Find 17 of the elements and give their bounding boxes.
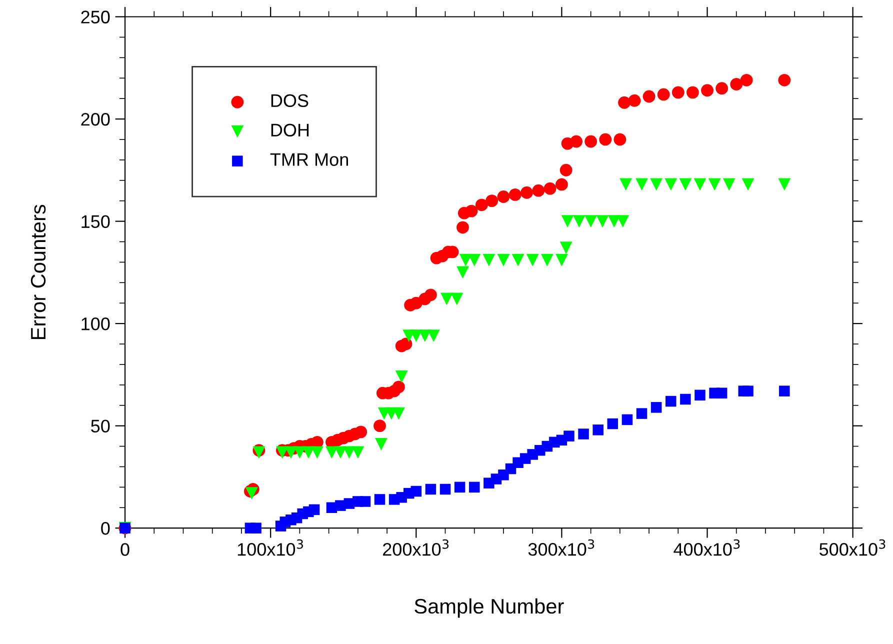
x-axis-title: Sample Number	[414, 598, 564, 618]
y-tick-label: 150	[82, 215, 110, 228]
y-tick-label: 200	[81, 112, 110, 126]
x-tick-label: 400x10$^{3}$	[674, 539, 740, 556]
x-tick-label: 200x10$^{3}$	[383, 539, 449, 556]
legend-label: DOS	[271, 94, 308, 108]
y-axis-title: Error Counters	[30, 204, 46, 340]
legend-label: DOH	[271, 124, 309, 136]
y-tick-label: 100	[82, 317, 110, 330]
y-tick-label: 0	[101, 522, 110, 535]
x-tick-label: 0	[120, 543, 130, 556]
y-tick-label: 250	[81, 10, 110, 24]
x-tick-label: 300x10$^{3}$	[528, 539, 594, 556]
x-tick-label: 500x10$^{3}$	[820, 539, 886, 556]
legend-label: TMR Mon	[270, 153, 348, 166]
y-tick-label: 50	[91, 420, 110, 433]
x-tick-label: 100x10$^{3}$	[238, 539, 303, 556]
